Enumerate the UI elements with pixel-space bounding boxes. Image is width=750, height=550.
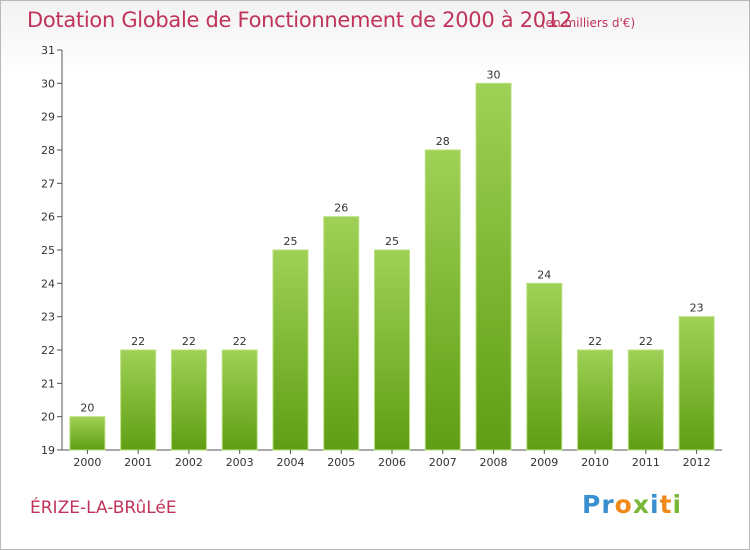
proxiti-logo: Proxiti xyxy=(582,490,682,519)
chart-title: Dotation Globale de Fonctionnement de 20… xyxy=(27,8,572,32)
data-label: 22 xyxy=(233,335,247,348)
x-tick-label: 2005 xyxy=(327,456,355,469)
data-label: 24 xyxy=(537,268,551,281)
data-label: 22 xyxy=(639,335,653,348)
bar-2001 xyxy=(120,349,157,451)
bar-2010 xyxy=(577,349,614,451)
x-tick-label: 2004 xyxy=(276,456,304,469)
data-label: 25 xyxy=(283,235,297,248)
data-label: 23 xyxy=(690,302,704,315)
x-tick-label: 2003 xyxy=(226,456,254,469)
x-tick-label: 2011 xyxy=(632,456,660,469)
logo-letter: i xyxy=(650,490,660,519)
data-label: 22 xyxy=(182,335,196,348)
y-tick-label: 30 xyxy=(41,77,55,90)
bar-2000 xyxy=(69,416,106,451)
logo-letter: t xyxy=(659,490,673,519)
bar-2006 xyxy=(374,249,410,451)
y-tick-label: 23 xyxy=(41,311,55,324)
bar-2009 xyxy=(526,282,563,451)
data-label: 22 xyxy=(131,335,145,348)
x-tick-label: 2008 xyxy=(480,456,508,469)
x-tick-label: 2002 xyxy=(175,456,203,469)
y-tick-label: 24 xyxy=(41,277,55,290)
x-tick-label: 2006 xyxy=(378,456,406,469)
y-tick-label: 26 xyxy=(41,211,55,224)
x-tick-label: 2001 xyxy=(124,456,152,469)
y-tick-label: 21 xyxy=(41,377,55,390)
bar-2004 xyxy=(272,249,309,451)
logo-letter: i xyxy=(672,490,683,519)
x-tick-label: 2009 xyxy=(530,456,558,469)
logo-letter: r xyxy=(601,490,615,519)
data-label: 22 xyxy=(588,335,602,348)
y-tick-label: 20 xyxy=(41,411,55,424)
x-tick-label: 2010 xyxy=(581,456,609,469)
bar-2011 xyxy=(627,349,664,451)
logo-letter: P xyxy=(582,490,602,519)
data-label: 25 xyxy=(385,235,399,248)
data-label: 30 xyxy=(487,68,501,81)
commune-name: ÉRIZE-LA-BRûLéE xyxy=(30,498,177,518)
x-tick-label: 2012 xyxy=(683,456,711,469)
y-tick-label: 28 xyxy=(41,144,55,157)
bar-2002 xyxy=(170,349,207,451)
bar-2005 xyxy=(323,216,360,451)
y-tick-label: 31 xyxy=(41,44,55,57)
logo-letter: o xyxy=(614,490,633,519)
bar-2007 xyxy=(424,149,461,451)
x-tick-label: 2007 xyxy=(429,456,457,469)
y-tick-label: 22 xyxy=(41,344,55,357)
x-tick-label: 2000 xyxy=(73,456,101,469)
y-tick-label: 19 xyxy=(41,444,55,457)
y-tick-label: 25 xyxy=(41,244,55,257)
data-label: 20 xyxy=(80,402,94,415)
data-label: 28 xyxy=(436,135,450,148)
bar-2008 xyxy=(475,82,512,451)
data-label: 26 xyxy=(334,202,348,215)
bar-2003 xyxy=(221,349,258,451)
bar-2012 xyxy=(678,316,715,451)
chart-subtitle: (en milliers d'€) xyxy=(541,16,636,30)
logo-letter: x xyxy=(632,490,650,519)
y-tick-label: 29 xyxy=(41,111,55,124)
y-tick-label: 27 xyxy=(41,177,55,190)
